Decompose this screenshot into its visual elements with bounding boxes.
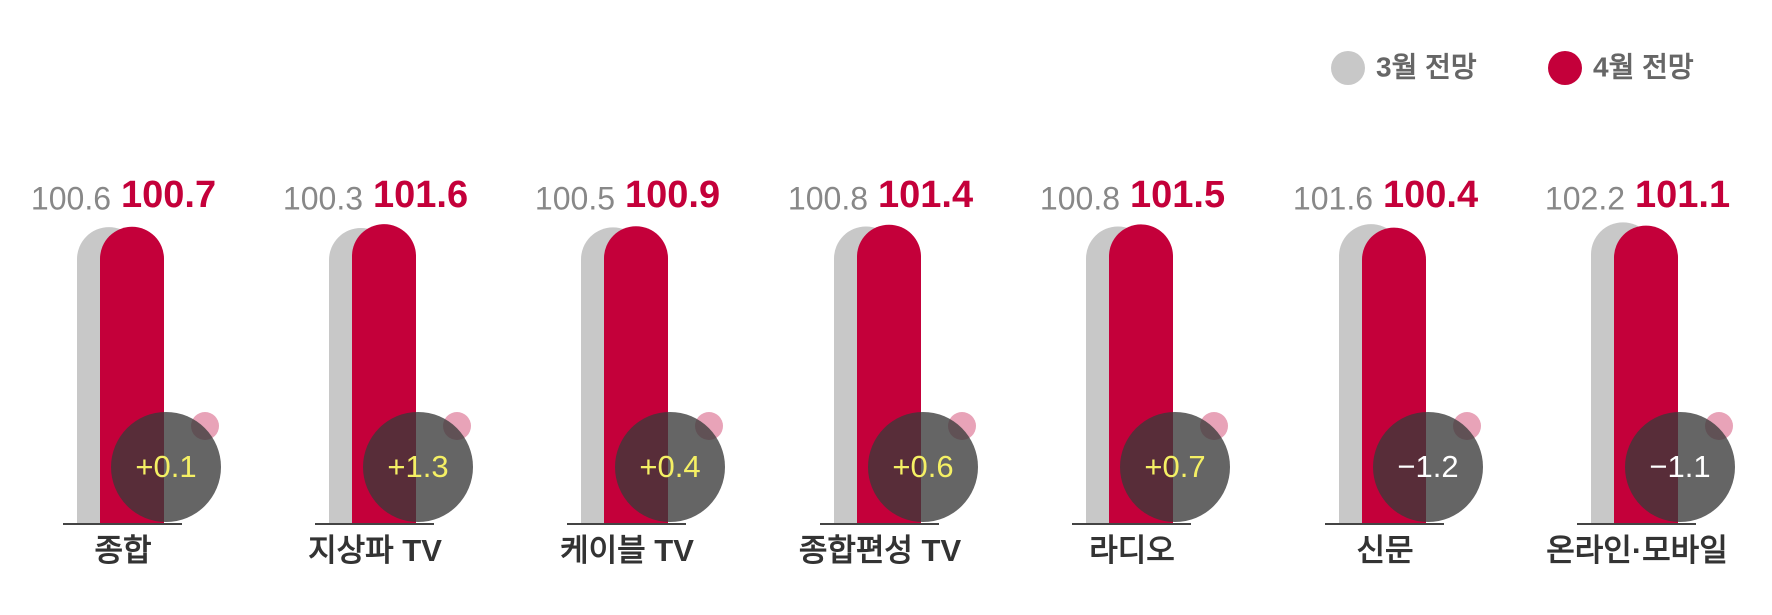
change-label: −1.2 (1397, 449, 1458, 484)
change-label: +0.6 (892, 449, 953, 484)
legend-label: 4월 전망 (1593, 51, 1694, 82)
value-label: 101.1 (1635, 174, 1730, 216)
x-tick-label: 온라인·모바일 (1546, 533, 1727, 568)
x-tick-label: 신문 (1356, 533, 1413, 568)
value-label: 102.2 (1545, 180, 1625, 216)
change-label: +0.7 (1144, 449, 1205, 484)
change-badge (1625, 412, 1735, 522)
change-label: +1.3 (387, 449, 448, 484)
change-badge (363, 412, 473, 522)
value-label: 100.4 (1383, 174, 1478, 216)
change-badge (111, 412, 221, 522)
change-badge (868, 412, 978, 522)
value-label: 100.5 (535, 180, 615, 216)
x-tick-label: 라디오 (1089, 533, 1175, 568)
value-label: 100.7 (121, 174, 216, 216)
value-label: 100.3 (283, 180, 363, 216)
x-tick-label: 종합 (94, 533, 151, 568)
x-tick-label: 종합편성 TV (799, 533, 962, 568)
value-label: 100.8 (788, 180, 868, 216)
change-badge (1373, 412, 1483, 522)
value-label: 100.8 (1040, 180, 1120, 216)
value-label: 101.5 (1130, 174, 1225, 216)
legend-marker (1548, 51, 1582, 85)
x-tick-label: 지상파 TV (308, 533, 442, 568)
change-label: −1.1 (1649, 449, 1710, 484)
x-tick-label: 케이블 TV (560, 533, 694, 568)
change-label: +0.1 (135, 449, 196, 484)
value-label: 101.4 (878, 174, 973, 216)
legend-label: 3월 전망 (1376, 51, 1477, 82)
change-badge (1120, 412, 1230, 522)
legend-marker (1331, 51, 1365, 85)
value-label: 100.6 (31, 180, 111, 216)
value-label: 100.9 (625, 174, 720, 216)
change-label: +0.4 (639, 449, 700, 484)
value-label: 101.6 (373, 174, 468, 216)
change-badge (615, 412, 725, 522)
value-label: 101.6 (1293, 180, 1373, 216)
